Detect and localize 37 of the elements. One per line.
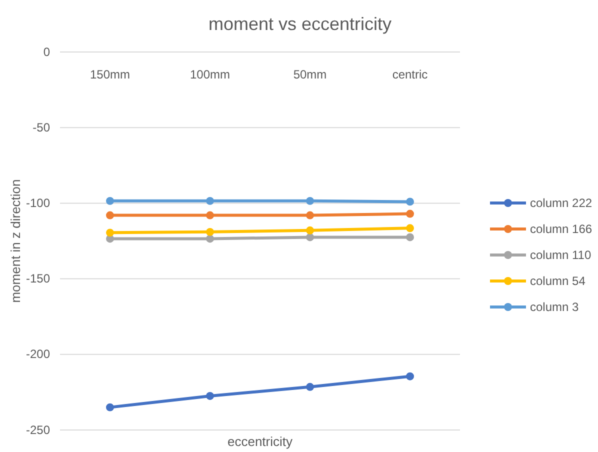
x-tick-label: centric [392, 68, 428, 82]
point [306, 382, 314, 391]
point [106, 403, 114, 412]
point [306, 196, 314, 205]
point [306, 211, 314, 220]
x-tick-label: 150mm [90, 68, 130, 82]
x-axis-title: eccentricity [227, 434, 294, 449]
x-tick-label: 50mm [293, 68, 327, 82]
x-tick-label: 100mm [190, 68, 230, 82]
point [406, 210, 414, 218]
point [306, 226, 314, 234]
point [206, 211, 214, 220]
point [406, 198, 414, 206]
legend-label: column 54 [530, 274, 586, 288]
legend-label: column 222 [530, 196, 592, 210]
point [206, 228, 214, 236]
point [206, 234, 214, 243]
y-tick-label: 0 [43, 44, 50, 59]
legend-label: column 3 [530, 300, 580, 314]
y-tick-label: -100 [26, 196, 50, 210]
point [406, 233, 414, 242]
point [406, 372, 414, 380]
y-tick-label: -50 [32, 120, 50, 134]
chart-title: moment vs eccentricity [208, 14, 392, 34]
point [106, 228, 114, 237]
legend-label: column 110 [530, 248, 592, 262]
y-tick-label: -200 [26, 347, 50, 362]
point [106, 211, 114, 220]
y-axis-title: moment in z direction [8, 179, 23, 303]
y-tick-label: -150 [26, 272, 50, 286]
point [306, 233, 314, 242]
point [406, 224, 414, 232]
point [206, 196, 214, 205]
point [206, 392, 214, 400]
point [106, 196, 114, 205]
legend-label: column 166 [530, 222, 592, 236]
y-tick-label: -250 [26, 422, 50, 437]
